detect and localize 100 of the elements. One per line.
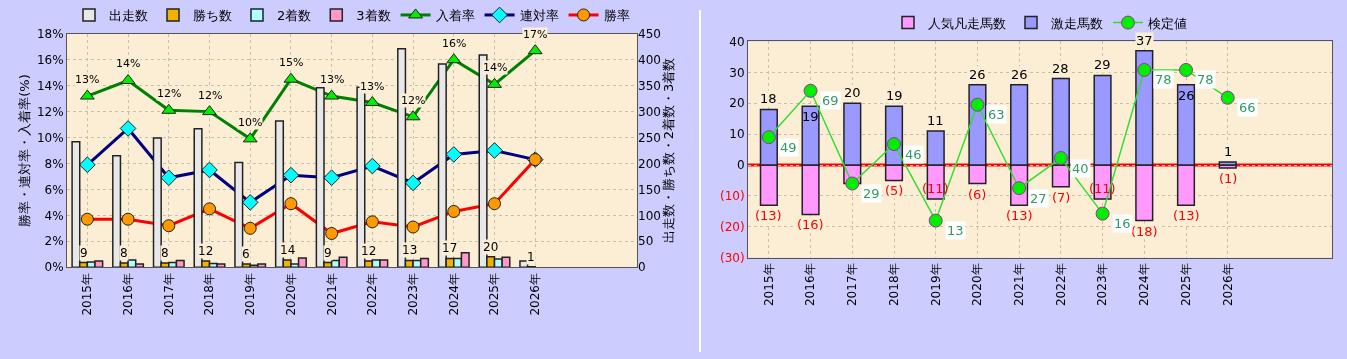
legend-label: 人気凡走馬数 xyxy=(928,15,1006,31)
y-tick-label: (30) xyxy=(719,250,745,265)
x-tick-label: 2025年 xyxy=(487,273,502,316)
data-label: 78 xyxy=(1155,72,1172,87)
data-label: (6) xyxy=(968,187,987,202)
x-tick-label: 2015年 xyxy=(761,263,776,307)
data-label: 37 xyxy=(1136,33,1153,48)
y2-tick-label: 250 xyxy=(638,130,661,145)
data-label: 29 xyxy=(863,186,880,201)
legend-label: 出走数 xyxy=(109,8,148,24)
y2-tick-label: 100 xyxy=(638,208,661,223)
y2-tick-label: 0 xyxy=(638,260,646,275)
x-tick-label: 2019年 xyxy=(243,273,258,316)
data-label: 63 xyxy=(988,107,1005,122)
x-tick-label: 2017年 xyxy=(161,273,176,316)
data-label: 29 xyxy=(1094,57,1111,72)
data-label: 6 xyxy=(242,247,250,261)
data-label: 9 xyxy=(80,246,88,260)
data-label: (13) xyxy=(1006,208,1033,223)
y-tick-label: 16% xyxy=(36,52,64,67)
y-tick-label: 20 xyxy=(729,96,745,111)
data-label: 66 xyxy=(1239,100,1256,115)
x-tick-label: 2023年 xyxy=(1095,263,1110,307)
data-label: 78 xyxy=(1197,72,1214,87)
data-label: 13 xyxy=(402,243,418,257)
legend-label: 3着数 xyxy=(356,8,391,24)
data-label: (13) xyxy=(755,208,782,223)
y-tick-label: (20) xyxy=(719,220,745,234)
y2-tick-label: 200 xyxy=(638,156,661,171)
data-label: 26 xyxy=(969,67,986,82)
data-label: 18 xyxy=(760,91,777,106)
y-tick-label: 4% xyxy=(44,208,64,223)
data-label: 11 xyxy=(927,113,944,128)
y-tick-label: 14% xyxy=(36,78,64,93)
data-label: 1 xyxy=(1224,144,1233,159)
data-label: (7) xyxy=(1052,190,1071,205)
y2-tick-label: 300 xyxy=(638,104,661,119)
x-tick-label: 2021年 xyxy=(1012,263,1027,307)
x-tick-label: 2024年 xyxy=(1137,263,1152,307)
y2-tick-label: 50 xyxy=(638,234,654,249)
y-tick-label: 40 xyxy=(729,34,745,49)
data-label: 40 xyxy=(1072,161,1089,176)
data-label: 20 xyxy=(483,240,499,254)
data-label: 9 xyxy=(324,246,332,260)
data-label: (5) xyxy=(885,183,904,198)
data-label: 46 xyxy=(905,147,922,162)
x-tick-label: 2015年 xyxy=(80,273,95,316)
data-label: 14% xyxy=(116,57,141,70)
x-tick-label: 2018年 xyxy=(202,273,217,316)
data-label: 13 xyxy=(947,223,964,238)
data-label: (1) xyxy=(1219,171,1238,186)
y-axis-title: 勝率・連対率・入着率(%) xyxy=(16,74,32,227)
x-tick-label: 2023年 xyxy=(405,273,420,316)
x-tick-label: 2016年 xyxy=(120,273,135,316)
legend-label: 検定値 xyxy=(1148,15,1187,31)
data-label: 15% xyxy=(279,56,304,69)
data-label: 12 xyxy=(198,244,214,258)
data-label: 14% xyxy=(483,61,508,74)
y-tick-label: 6% xyxy=(44,182,64,197)
data-label: 14 xyxy=(280,243,296,257)
y-tick-label: 10 xyxy=(729,127,745,142)
x-tick-label: 2026年 xyxy=(528,273,543,316)
x-tick-label: 2022年 xyxy=(1053,263,1068,307)
legend-label: 勝ち数 xyxy=(193,8,232,24)
data-label: 49 xyxy=(780,140,797,155)
y2-tick-label: 450 xyxy=(638,27,661,42)
data-label: 19 xyxy=(802,109,819,124)
y-tick-label: 18% xyxy=(36,27,64,42)
x-tick-label: 2021年 xyxy=(324,273,339,316)
y2-tick-label: 150 xyxy=(638,182,661,197)
legend-label: 勝率 xyxy=(603,8,630,24)
y-tick-label: 0 xyxy=(736,158,745,173)
y-tick-label: 8% xyxy=(44,156,64,171)
data-label: 28 xyxy=(1052,61,1069,76)
y-tick-label: 0% xyxy=(44,260,64,275)
y-tick-label: (10) xyxy=(719,189,745,204)
data-label: 69 xyxy=(822,93,839,108)
data-label: 20 xyxy=(844,85,861,100)
y2-tick-label: 350 xyxy=(638,78,661,93)
legend-label: 2着数 xyxy=(277,8,312,24)
data-label: 17% xyxy=(523,28,548,41)
data-label: 13% xyxy=(75,73,100,86)
data-label: 13% xyxy=(360,80,385,93)
data-label: 27 xyxy=(1030,191,1047,206)
data-label: 16% xyxy=(442,37,467,50)
data-label: 8 xyxy=(161,246,169,260)
data-label: (16) xyxy=(797,217,824,232)
x-tick-label: 2018年 xyxy=(886,263,901,307)
data-label: 12% xyxy=(401,94,426,107)
x-tick-label: 2019年 xyxy=(928,263,943,307)
x-tick-label: 2024年 xyxy=(446,273,461,316)
data-label: 12% xyxy=(157,87,182,100)
x-tick-label: 2016年 xyxy=(803,263,818,307)
data-label: 12 xyxy=(361,244,377,258)
x-tick-label: 2020年 xyxy=(283,273,298,316)
y2-tick-label: 400 xyxy=(638,52,661,67)
data-label: 26 xyxy=(1011,67,1028,82)
y-tick-label: 10% xyxy=(36,130,64,145)
data-label: 16 xyxy=(1114,216,1131,231)
y-tick-label: 30 xyxy=(729,65,745,80)
